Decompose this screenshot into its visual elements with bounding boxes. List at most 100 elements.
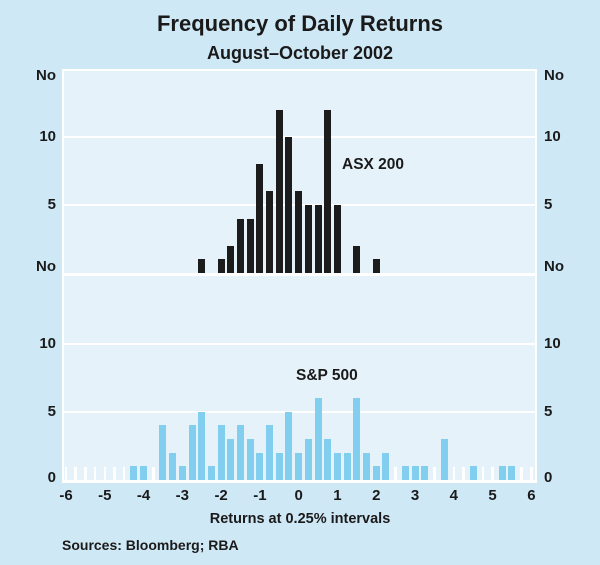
x-axis-tick-label: -2	[214, 487, 228, 504]
asx200-bar	[314, 205, 322, 273]
asx200-bar	[285, 137, 293, 273]
sp500-bar	[266, 425, 274, 480]
x-minor-tick	[93, 467, 97, 480]
y-axis-label-right: 0	[544, 469, 553, 486]
sp500-bar	[237, 425, 244, 480]
x-minor-tick	[122, 467, 126, 480]
series-label-sp500: S&P 500	[296, 367, 358, 384]
chart-subtitle: August–October 2002	[206, 43, 394, 63]
asx200-bar	[295, 191, 303, 273]
sp500-bar	[140, 466, 148, 480]
x-minor-tick	[530, 467, 533, 480]
x-axis-tick-label: 0	[294, 487, 303, 504]
x-minor-tick	[462, 467, 465, 480]
sp500-bar	[178, 466, 186, 480]
asx200-bar	[246, 218, 254, 273]
y-axis-label-left: 5	[47, 402, 56, 420]
y-axis-label-left: 5	[47, 196, 56, 213]
asx200-bar	[372, 259, 380, 273]
x-axis-title: Returns at 0.25% intervals	[209, 511, 391, 527]
sp500-bar	[333, 452, 341, 480]
x-axis-tick-label: -6	[59, 487, 73, 504]
y-axis-label-left: No	[36, 257, 56, 275]
sp500-bar	[256, 452, 264, 480]
sp500-bar	[440, 439, 448, 480]
x-axis-tick-label: 6	[527, 487, 536, 504]
series-label-asx200: ASX 200	[342, 156, 405, 173]
sp500-bar	[188, 425, 196, 480]
x-minor-tick	[452, 467, 456, 480]
sp500-bar	[411, 466, 419, 480]
x-minor-tick	[64, 467, 68, 480]
sp500-bar	[169, 452, 177, 480]
sp500-bar	[498, 466, 506, 480]
y-axis-label-left: 10	[39, 334, 56, 352]
x-minor-tick	[113, 467, 116, 480]
source-note: Sources: Bloomberg; RBA	[62, 537, 239, 553]
asx200-bar	[266, 191, 274, 273]
y-axis-label-right: No	[544, 67, 564, 84]
gridline	[64, 342, 535, 345]
y-axis-label-right: 5	[544, 402, 553, 420]
x-axis-tick-label: 4	[449, 487, 458, 504]
gridline	[64, 410, 535, 413]
sp500-bar	[353, 398, 361, 480]
asx200-bar	[217, 259, 225, 273]
gridline	[64, 136, 535, 138]
asx200-bar	[353, 245, 361, 273]
sp500-bar	[159, 425, 167, 480]
sp500-bar	[207, 466, 215, 480]
x-axis-tick-label: 1	[333, 487, 342, 504]
sp500-bar	[469, 466, 477, 480]
chart-title: Frequency of Daily Returns	[156, 11, 444, 36]
sp500-bar	[343, 452, 351, 480]
x-minor-tick	[84, 467, 87, 480]
y-axis-label-right: 5	[544, 196, 553, 213]
sp500-bar	[295, 452, 303, 480]
plot-area	[62, 69, 537, 483]
y-axis-label-right: 10	[544, 128, 561, 145]
asx200-bar	[227, 245, 235, 273]
sp500-bar	[246, 439, 254, 480]
asx200-bar	[304, 205, 312, 273]
sp500-bar	[382, 452, 390, 480]
x-axis-tick-label: -3	[175, 487, 189, 504]
x-axis-tick-label: 2	[372, 487, 381, 504]
sp500-bar	[285, 411, 293, 480]
sp500-bar	[130, 466, 138, 480]
x-axis-tick-label: -5	[98, 487, 112, 504]
sp500-bar	[198, 411, 206, 480]
asx200-bar	[237, 218, 244, 273]
sp500-bar	[508, 466, 516, 480]
x-minor-tick	[491, 467, 494, 480]
x-minor-tick	[103, 467, 107, 480]
sp500-bar	[401, 466, 409, 480]
x-minor-tick	[481, 467, 485, 480]
sp500-bar	[275, 452, 283, 480]
x-minor-tick	[394, 467, 397, 480]
asx200-bar	[198, 259, 206, 273]
x-axis-tick-label: 5	[488, 487, 497, 504]
x-minor-tick	[74, 467, 77, 480]
x-axis-tick-label: -4	[136, 487, 151, 504]
y-axis-label-right: 10	[544, 334, 561, 352]
y-axis-label-left: 0	[47, 469, 56, 486]
x-minor-tick	[433, 467, 436, 480]
sp500-bar	[324, 439, 332, 480]
sp500-bar	[217, 425, 225, 480]
x-axis-tick-label: 3	[410, 487, 420, 504]
x-minor-tick	[520, 467, 523, 480]
sp500-bar	[363, 452, 371, 480]
sp500-bar	[304, 439, 312, 480]
sp500-bar	[227, 439, 235, 480]
sp500-bar	[372, 466, 380, 480]
x-axis-line	[62, 480, 537, 483]
asx200-bar	[324, 109, 332, 273]
y-axis-label-left: 10	[39, 128, 56, 145]
y-axis-label-right: No	[544, 257, 564, 275]
sp500-bar	[314, 398, 322, 480]
panel-divider-line	[62, 273, 537, 276]
x-axis-tick-label: -1	[253, 487, 267, 504]
asx200-bar	[275, 109, 283, 273]
